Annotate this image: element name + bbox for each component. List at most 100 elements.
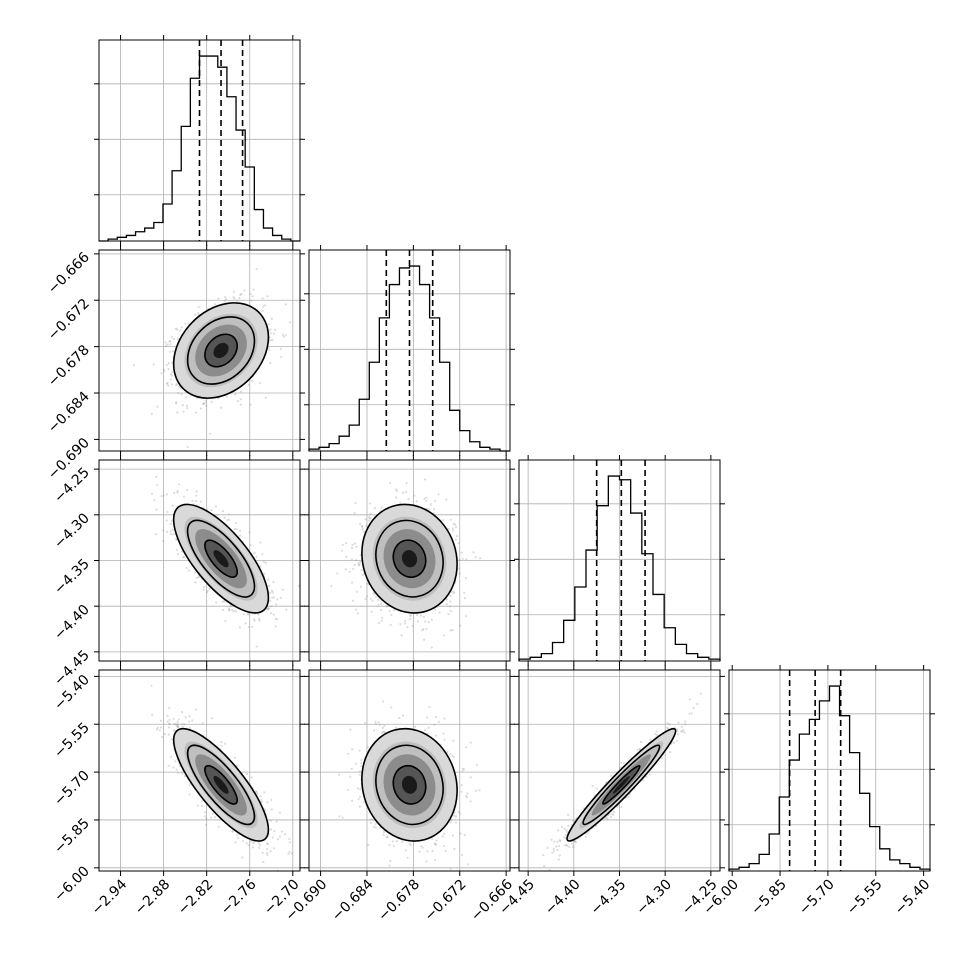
scatter-point [289,321,291,323]
scatter-point [210,509,212,511]
scatter-point [274,329,276,331]
scatter-point [267,579,269,581]
scatter-point [171,371,173,373]
scatter-point [354,564,356,566]
scatter-point [453,523,455,525]
scatter-point [355,609,357,611]
x-tick-label-p3-3: −5.55 [844,877,886,919]
scatter-point [351,558,353,560]
scatter-point [161,495,163,497]
histogram-panel-1 [304,245,515,456]
scatter-point [245,622,247,624]
scatter-point [474,556,476,558]
scatter-point [406,626,408,628]
scatter-point [360,586,362,588]
scatter-point [191,500,193,502]
y-tick-label-p1-2: −0.678 [45,342,93,390]
scatter-point [423,639,425,641]
scatter-point [393,609,395,611]
scatter-point [280,597,282,599]
scatter-point [336,572,338,574]
y-tick-label-p2-1: −4.40 [51,602,93,644]
scatter-point [276,598,278,600]
scatter-point [261,553,263,555]
scatter-point [240,404,242,406]
scatter-point [354,512,356,514]
scatter-point [240,398,242,400]
scatter-point [438,612,440,614]
scatter-point [390,614,392,616]
scatter-point [268,607,270,609]
scatter-point [240,293,242,295]
scatter-point [272,591,274,593]
scatter-panel-0-2: −4.45−4.40−4.35−4.30−4.25 [51,455,305,689]
scatter-point [365,525,367,527]
scatter-point [253,552,255,554]
scatter-point [151,413,153,415]
scatter-point [413,495,415,497]
scatter-point [271,605,273,607]
scatter-point [235,610,237,612]
scatter-point [385,605,387,607]
scatter-point [377,604,379,606]
scatter-point [370,513,372,515]
scatter-point [396,490,398,492]
scatter-point [239,534,241,536]
scatter-point [153,363,155,365]
scatter-point [175,402,177,404]
scatter-point [395,496,397,498]
scatter-point [222,609,224,611]
scatter-point [472,551,474,553]
scatter-point [239,530,241,532]
histogram-panel-2 [514,455,725,666]
scatter-point [155,533,157,535]
scatter-point [282,334,284,336]
scatter-point [222,601,224,603]
scatter-point [169,340,171,342]
scatter-point [256,268,258,270]
scatter-point [182,404,184,406]
scatter-point [166,364,168,366]
scatter-point [234,528,236,530]
scatter-point [229,609,231,611]
scatter-point [208,588,210,590]
scatter-point [170,343,172,345]
scatter-point [405,482,407,484]
scatter-point [171,505,173,507]
scatter-point [171,375,173,377]
scatter-point [166,493,168,495]
scatter-point [359,561,361,563]
scatter-point [276,618,278,620]
scatter-point [162,529,164,531]
scatter-point [270,328,272,330]
scatter-point [169,351,171,353]
scatter-point [266,295,268,297]
scatter-point [177,392,179,394]
scatter-point [211,401,213,403]
scatter-point [235,522,237,524]
scatter-point [409,618,411,620]
scatter-point [349,571,351,573]
scatter-point [453,591,455,593]
scatter-point [215,601,217,603]
scatter-point [186,405,188,407]
scatter-point [461,552,463,554]
scatter-point [195,412,197,414]
scatter-point [171,336,173,338]
scatter-point [433,508,435,510]
scatter-point [423,616,425,618]
scatter-point [369,502,371,504]
scatter-point [380,609,382,611]
scatter-point [270,612,272,614]
scatter-point [262,297,264,299]
scatter-point [239,626,241,628]
scatter-point [450,519,452,521]
x-tick-label-p3-4: −5.40 [892,877,934,919]
scatter-point [202,589,204,591]
scatter-point [352,568,354,570]
scatter-point [209,433,211,435]
scatter-point [203,403,205,405]
scatter-point [450,595,452,597]
scatter-point [425,497,427,499]
scatter-point [194,581,196,583]
